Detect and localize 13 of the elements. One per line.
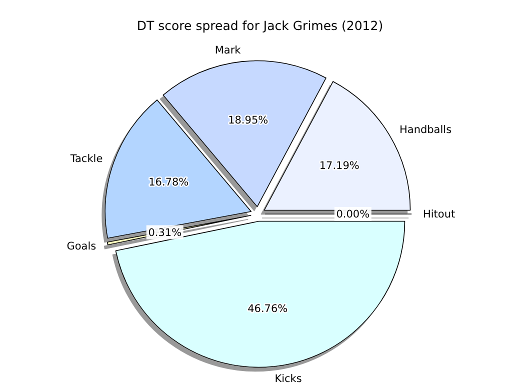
slice-label: Goals xyxy=(66,240,96,252)
slice-label: Tackle xyxy=(69,153,103,166)
category-label: Hitout xyxy=(422,208,456,221)
slice-label: Kicks xyxy=(274,372,302,385)
data-label: 18.95% xyxy=(228,114,268,126)
data-label: 46.76% xyxy=(248,303,288,316)
data-label: 0.31% xyxy=(148,226,182,239)
slice-label: Mark xyxy=(214,44,242,57)
data-label: 17.19% xyxy=(319,160,360,172)
chart-title: DT score spread for Jack Grimes (2012) xyxy=(136,18,384,33)
slice-label: Handballs xyxy=(399,124,452,136)
text: 0.00% xyxy=(336,208,370,221)
data-label: 16.78% xyxy=(148,176,189,189)
